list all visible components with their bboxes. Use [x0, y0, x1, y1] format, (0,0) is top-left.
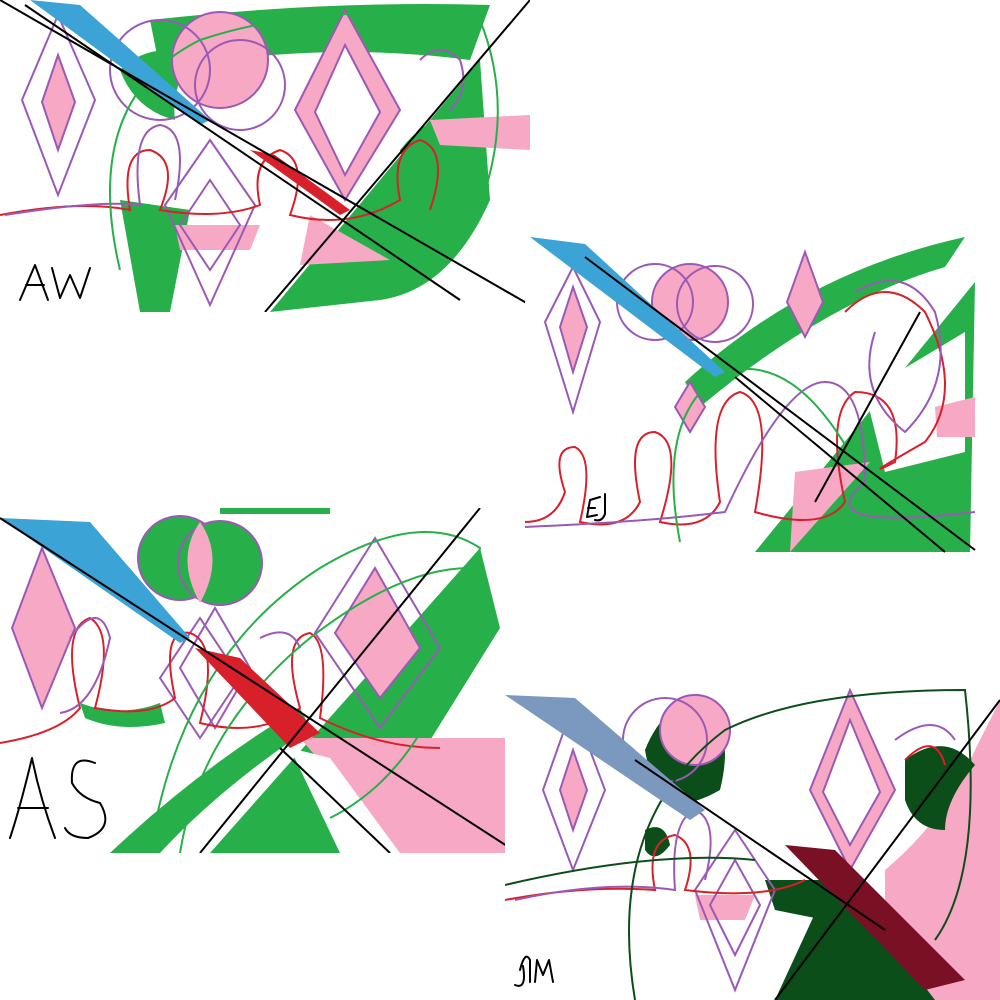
diamond-fill [560, 750, 587, 830]
drawing-ej [525, 232, 1000, 554]
green-crescent [80, 703, 165, 727]
diamond-outline [12, 548, 75, 708]
red-stripe [195, 648, 320, 748]
signature-aw [20, 265, 90, 300]
panel-ej [525, 232, 1000, 554]
signature-ej [587, 494, 605, 520]
drawing-aw [0, 0, 530, 312]
dark-green-arc-2 [505, 858, 755, 885]
green-left-band [120, 200, 190, 312]
drawing-as [0, 508, 510, 853]
white-cut [865, 332, 965, 472]
green-top-band [220, 508, 330, 514]
diamond-fill [42, 55, 75, 150]
panel-aw [0, 0, 530, 312]
venn-circle-right [677, 266, 753, 342]
pink-band-right [430, 115, 530, 150]
signature-jm [515, 957, 553, 986]
diamond-fill [560, 287, 587, 372]
drawing-jm [505, 670, 1000, 1000]
dark-green-blob [645, 827, 670, 856]
pink-band-bottom [695, 895, 755, 920]
panel-as [0, 508, 510, 853]
pink-circle [660, 695, 730, 765]
signature-as [10, 758, 105, 838]
panel-jm [505, 670, 1000, 1000]
